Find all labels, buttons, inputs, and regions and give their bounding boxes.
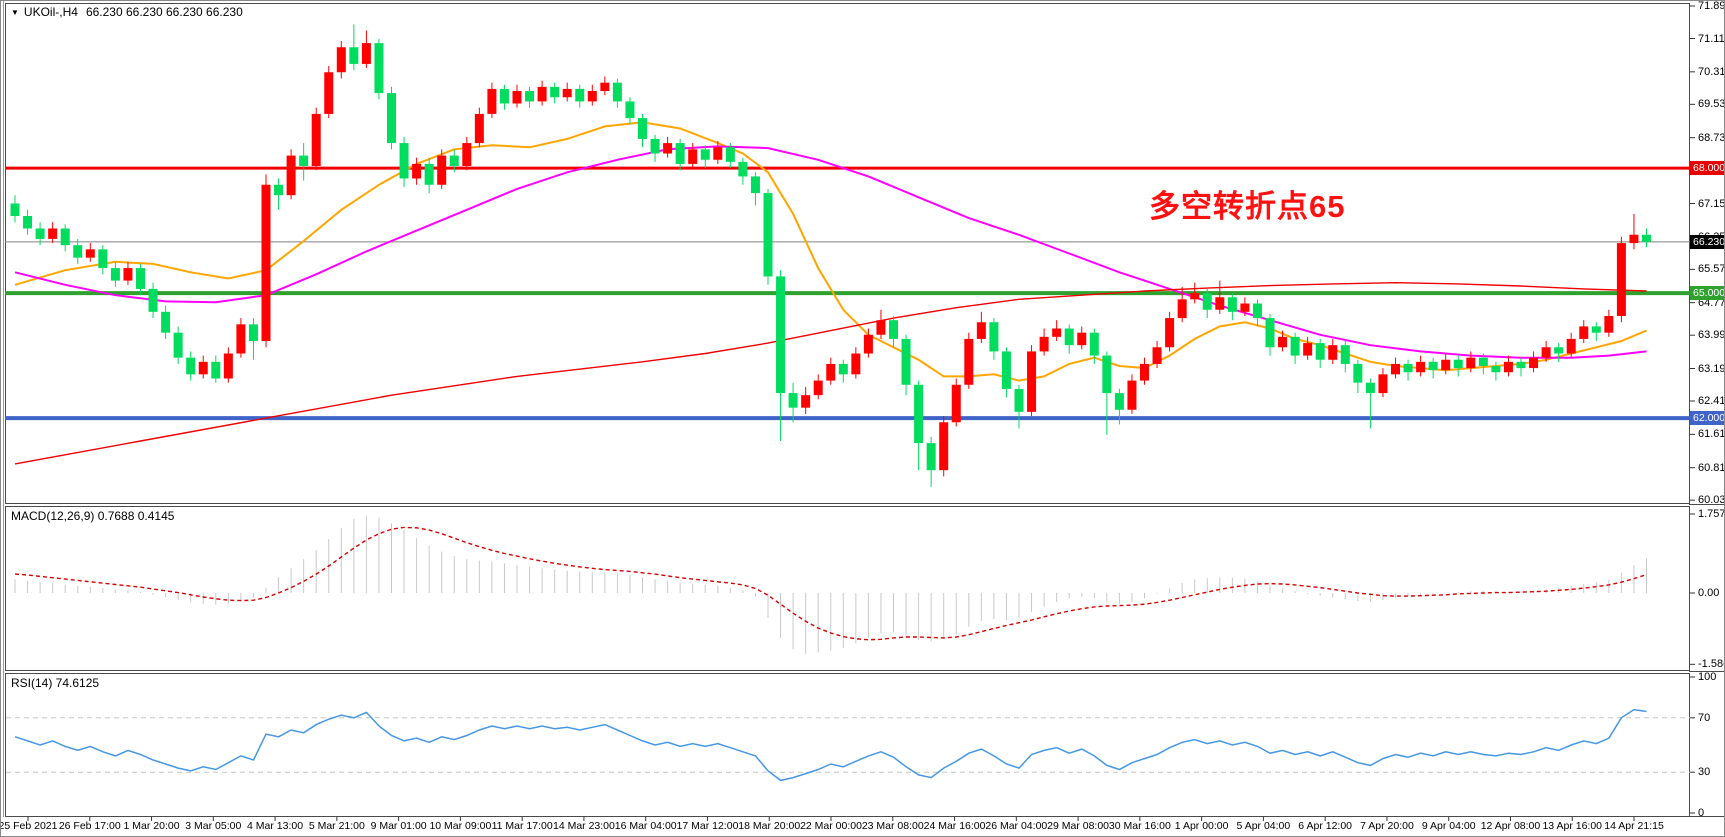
- macd-panel[interactable]: [5, 506, 1690, 671]
- time-axis-label: 9 Apr 04:00: [1421, 820, 1476, 832]
- price-badge: 65.000: [1690, 286, 1724, 301]
- rsi-indicator-label: RSI(14) 74.6125: [11, 676, 100, 690]
- rsi-axis-label: 100: [1698, 671, 1717, 683]
- rsi-axis-label: 30: [1698, 766, 1711, 779]
- ohlc-quote: 66.230 66.230 66.230 66.230: [85, 5, 243, 19]
- separator-main-macd: [1689, 504, 1724, 505]
- time-axis-label: 26 Feb 17:00: [58, 820, 121, 832]
- rsi-panel[interactable]: [5, 673, 1690, 817]
- price-axis-label: 60.030: [1698, 494, 1725, 507]
- chart-header: ▼ UKOil-,H4 66.230 66.230 66.230 66.230: [11, 5, 243, 19]
- time-axis-label: 11 Mar 17:00: [491, 820, 553, 832]
- text-annotation[interactable]: 多空转折点65: [1149, 189, 1346, 224]
- price-axis-label: 69.530: [1698, 98, 1725, 111]
- time-axis-label: 9 Mar 01:00: [370, 820, 427, 832]
- collapse-triangle-icon[interactable]: ▼: [11, 8, 19, 17]
- price-axis-label: 63.990: [1698, 329, 1725, 342]
- price-axis-label: 70.310: [1698, 65, 1725, 78]
- time-axis-label: 7 Apr 20:00: [1360, 820, 1414, 832]
- main-chart-panel[interactable]: [5, 3, 1690, 504]
- time-axis-label: 6 Apr 12:00: [1298, 820, 1353, 832]
- time-axis-label: 24 Mar 16:00: [923, 820, 986, 832]
- time-axis-label: 3 Mar 05:00: [185, 820, 242, 832]
- price-badge: 68.000: [1690, 161, 1724, 176]
- symbol-title: UKOil-,H4: [23, 5, 78, 19]
- price-axis-label: 67.150: [1698, 197, 1725, 210]
- separator-macd-rsi: [1689, 671, 1724, 672]
- time-axis-label: 22 Mar 00:00: [800, 820, 862, 832]
- price-axis-label: 71.110: [1698, 32, 1725, 45]
- time-axis-label: 30 Mar 16:00: [1108, 820, 1171, 832]
- time-axis-label: 23 Mar 08:00: [861, 820, 924, 832]
- window-left-border: [3, 1, 4, 817]
- macd-axis-label: 0.00: [1698, 587, 1720, 599]
- time-axis-label: 25 Feb 2021: [0, 820, 58, 832]
- time-axis-label: 16 Mar 04:00: [614, 820, 677, 832]
- time-axis-label: 10 Mar 09:00: [429, 820, 492, 832]
- time-axis-label: 26 Mar 04:00: [985, 820, 1048, 832]
- price-axis-label: 60.810: [1698, 461, 1725, 474]
- time-axis-label: 17 Mar 12:00: [676, 820, 739, 832]
- time-axis-label: 13 Apr 16:00: [1542, 820, 1603, 832]
- time-axis-label: 18 Mar 20:00: [738, 820, 801, 832]
- time-axis-label: 1 Apr 00:00: [1174, 820, 1229, 832]
- time-axis-label: 12 Apr 08:00: [1480, 820, 1541, 832]
- macd-indicator-label: MACD(12,26,9) 0.7688 0.4145: [11, 509, 175, 523]
- time-axis-label: 4 Mar 13:00: [247, 820, 304, 832]
- macd-axis-label: 1.7579: [1698, 507, 1725, 520]
- time-axis-label: 14 Mar 23:00: [552, 820, 615, 832]
- price-axis-label: 62.410: [1698, 395, 1725, 407]
- time-axis-label: 1 Mar 20:00: [123, 820, 180, 832]
- time-axis-label: 14 Apr 21:15: [1604, 820, 1664, 832]
- time-axis-label: 29 Mar 08:00: [1047, 820, 1110, 832]
- price-axis-label: 71.890: [1698, 0, 1725, 12]
- macd-axis-label: -1.5867: [1698, 658, 1724, 671]
- price-axis-label: 65.570: [1698, 263, 1725, 276]
- rsi-axis-label: 0: [1698, 807, 1705, 819]
- price-axis-label: 61.610: [1698, 428, 1725, 441]
- time-axis-label: 5 Mar 21:00: [308, 820, 365, 832]
- time-axis-label: 5 Apr 04:00: [1236, 820, 1291, 832]
- price-axis-label: 68.730: [1698, 131, 1725, 144]
- price-badge: 62.000: [1690, 411, 1724, 426]
- price-axis-label: 63.190: [1698, 362, 1725, 375]
- price-badge: 66.230: [1690, 234, 1724, 249]
- rsi-axis-label: 70: [1698, 711, 1711, 724]
- separator-rsi-timeaxis: [1689, 816, 1724, 817]
